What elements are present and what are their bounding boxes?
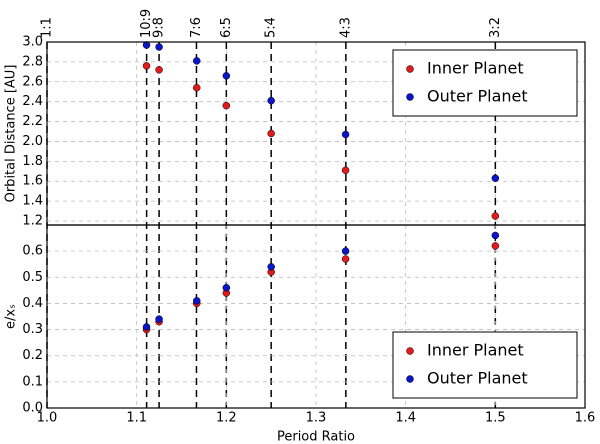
x-tick-label: 1.6 [575,411,596,426]
y-tick-label: 3.0 [22,35,43,50]
y-tick-label: 2.6 [22,74,43,89]
point [222,72,231,80]
top-tick-label: 4:3 [338,17,353,38]
point [222,283,231,292]
top-tick-label: 6:5 [219,17,234,38]
y-tick-label: 2.0 [22,134,43,149]
point [267,263,275,271]
y-tick-label: 0.2 [22,348,43,363]
y-tick-label: 0.4 [22,296,43,311]
point [222,101,231,110]
point [341,166,350,175]
legend-label: Inner Planet [427,341,524,360]
point [192,57,201,65]
y-tick-label: 0.0 [22,401,43,416]
point [341,255,350,263]
legend-box [392,49,578,117]
point [155,43,163,51]
y-tick-label: 0.1 [22,374,43,389]
y-axis-label: Orbital Distance [AU] [4,65,19,203]
y-axis-label: e/xₛ [4,304,19,329]
y-tick-label: 2.4 [22,94,43,109]
x-tick-label: 1.4 [395,411,416,426]
point [267,96,275,105]
x-tick-label: 1.0 [37,411,58,426]
point [341,130,350,139]
legend-label: Outer Planet [427,87,528,106]
point [192,84,201,92]
x-tick-label: 1.1 [126,411,147,426]
point [155,66,163,74]
point [192,297,201,305]
top-tick-label: 7:6 [189,17,204,38]
y-tick-label: 0.5 [22,270,43,285]
top-tick-label: 5:4 [264,17,279,38]
y-tick-label: 1.6 [22,174,43,189]
point [142,323,151,331]
x-tick-label: 1.5 [485,411,506,426]
x-tick-label: 1.2 [216,411,237,426]
point [155,315,163,323]
y-tick-label: 1.8 [22,154,43,169]
point [267,129,275,138]
top-tick-label: 1:1 [40,17,55,38]
legend-label: Inner Planet [427,59,524,78]
y-tick-label: 2.8 [22,54,43,69]
y-tick-label: 0.6 [22,244,43,259]
legend-marker [406,93,414,101]
top-tick-label: 9:8 [152,17,167,38]
legend-marker [406,65,414,73]
y-tick-label: 2.2 [22,114,43,129]
plot-frame [46,224,586,409]
point [142,62,151,70]
legend-label: Outer Planet [427,369,528,388]
x-axis-label: Period Ratio [277,430,355,444]
point [341,247,350,255]
point [491,212,500,220]
legend-box [392,331,578,399]
legend-marker [406,347,414,355]
y-tick-label: 1.2 [22,214,43,229]
y-tick-label: 0.3 [22,322,43,337]
top-tick-label: 3:2 [488,17,503,38]
point [491,174,500,183]
point [491,242,500,250]
x-tick-label: 1.3 [306,411,327,426]
point [491,231,500,240]
y-tick-label: 1.4 [22,194,43,209]
legend-marker [406,375,414,383]
top-tick-label: 10:9 [139,9,154,38]
